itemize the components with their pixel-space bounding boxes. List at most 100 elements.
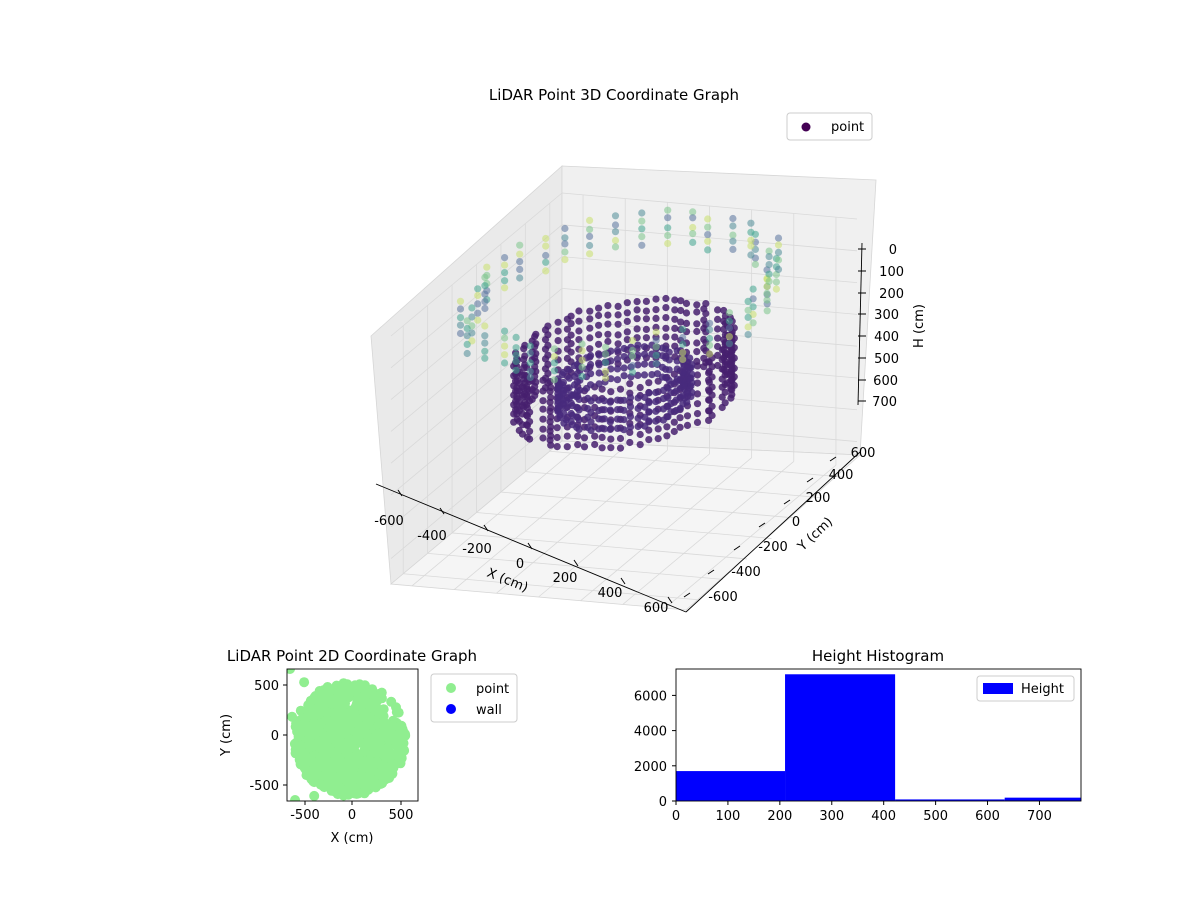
lidar-point-3d — [553, 433, 561, 442]
lidar-point-3d — [686, 354, 694, 362]
lidar-point-3d — [642, 325, 651, 333]
lidar-point-3d — [463, 340, 471, 348]
lidar-point-3d — [765, 261, 773, 269]
lidar-point-3d — [604, 320, 612, 328]
lidar-point-3d — [689, 223, 697, 232]
lidar-point-3d — [623, 309, 631, 317]
lidar-point-2d — [359, 680, 370, 691]
lidar-point-3d — [634, 422, 642, 431]
lidar-point-3d — [744, 323, 752, 331]
lidar-point-3d — [662, 324, 670, 332]
lidar-point-3d — [751, 260, 760, 268]
lidar-point-3d — [512, 333, 520, 341]
legend-3d-marker — [801, 122, 811, 132]
hist-title: Height Histogram — [812, 647, 944, 665]
lidar-point-3d — [628, 346, 637, 354]
lidar-point-3d — [547, 432, 555, 440]
lidar-point-3d — [595, 369, 603, 377]
lidar-point-3d — [765, 253, 773, 261]
lidar-point-3d — [501, 277, 509, 285]
lidar-point-3d — [550, 359, 559, 367]
lidar-point-3d — [481, 332, 489, 340]
lidar-point-3d — [501, 351, 509, 359]
lidar-point-3d — [560, 400, 568, 408]
lidar-point-2d — [377, 778, 388, 789]
lidar-point-3d — [539, 387, 547, 395]
lidar-point-3d — [570, 362, 579, 370]
lidar-point-3d — [611, 243, 620, 251]
hist-y-tick-label: 0 — [659, 795, 667, 810]
lidar-point-3d — [693, 320, 701, 328]
hist-x-tick-label: 0 — [672, 809, 680, 824]
x-tick-label: 200 — [553, 571, 578, 586]
lidar-point-2d — [320, 731, 331, 742]
lidar-point-2d — [396, 752, 407, 763]
y-tick-label: -400 — [731, 565, 761, 580]
lidar-point-3d — [693, 301, 701, 309]
lidar-point-3d — [483, 263, 491, 271]
y-tick-label: 200 — [806, 491, 831, 506]
y-tick-label: -200 — [758, 540, 788, 555]
lidar-point-3d — [510, 372, 518, 380]
lidar-point-3d — [667, 400, 675, 408]
hist-x-tick-label: 100 — [716, 809, 741, 824]
grid-line — [390, 415, 563, 559]
lidar-point-3d — [542, 234, 550, 243]
lidar-point-3d — [686, 364, 694, 372]
lidar-point-3d — [645, 417, 653, 425]
lidar-point-3d — [693, 410, 702, 418]
lidar-point-2d — [360, 742, 371, 753]
lidar-point-2d — [295, 705, 306, 716]
lidar-point-2d — [368, 690, 379, 701]
lidar-point-3d — [689, 238, 697, 246]
x2d-axis-label: X (cm) — [331, 831, 374, 846]
x-tick-mark — [397, 489, 403, 497]
z-axis-line — [857, 242, 863, 406]
legend-2d: point wall — [430, 673, 518, 723]
chart3d-title: LiDAR Point 3D Coordinate Graph — [489, 86, 739, 104]
lidar-point-3d — [749, 319, 757, 327]
lidar-point-3d — [744, 297, 752, 305]
lidar-point-3d — [652, 314, 660, 322]
lidar-point-3d — [679, 325, 687, 333]
lidar-point-3d — [652, 306, 660, 314]
lidar-point-3d — [614, 320, 622, 328]
lidar-point-3d — [774, 234, 783, 242]
lidar-point-3d — [652, 360, 660, 368]
lidar-point-3d — [456, 305, 465, 313]
lidar-point-2d — [299, 677, 310, 688]
lidar-point-3d — [575, 307, 583, 315]
lidar-point-3d — [664, 214, 672, 222]
lidar-point-3d — [645, 408, 653, 416]
lidar-point-3d — [628, 362, 637, 370]
lidar-point-3d — [463, 332, 471, 340]
lidar-point-3d — [729, 222, 737, 230]
scatter3d-points — [456, 206, 783, 452]
lidar-point-3d — [613, 396, 622, 404]
lidar-point-2d — [393, 736, 404, 747]
lidar-point-3d — [714, 361, 722, 370]
lidar-point-3d — [570, 381, 579, 389]
scatter3d-chart: LiDAR Point 3D Coordinate Graph -600 -40… — [370, 86, 927, 616]
lidar-point-3d — [641, 403, 649, 411]
lidar-point-3d — [586, 232, 594, 240]
lidar-point-3d — [550, 367, 559, 375]
y-tick-label: 0 — [792, 515, 800, 530]
lidar-point-2d — [376, 718, 387, 729]
lidar-point-2d — [348, 704, 359, 715]
lidar-point-3d — [708, 402, 716, 410]
lidar-point-3d — [510, 401, 518, 409]
grid-line — [390, 383, 563, 528]
lidar-point-3d — [623, 328, 631, 336]
lidar-point-3d — [673, 347, 681, 355]
grid-line — [390, 256, 563, 400]
lidar-point-3d — [714, 334, 722, 342]
lidar-point-3d — [606, 425, 614, 433]
grid-line — [561, 287, 858, 315]
x-ticks-3d: -600 -400 -200 0 200 400 600 — [374, 489, 673, 616]
lidar-point-3d — [520, 345, 528, 353]
grid-line — [525, 471, 821, 499]
lidar-point-3d — [481, 354, 489, 362]
lidar-point-3d — [747, 228, 755, 236]
lidar-point-3d — [554, 327, 562, 335]
